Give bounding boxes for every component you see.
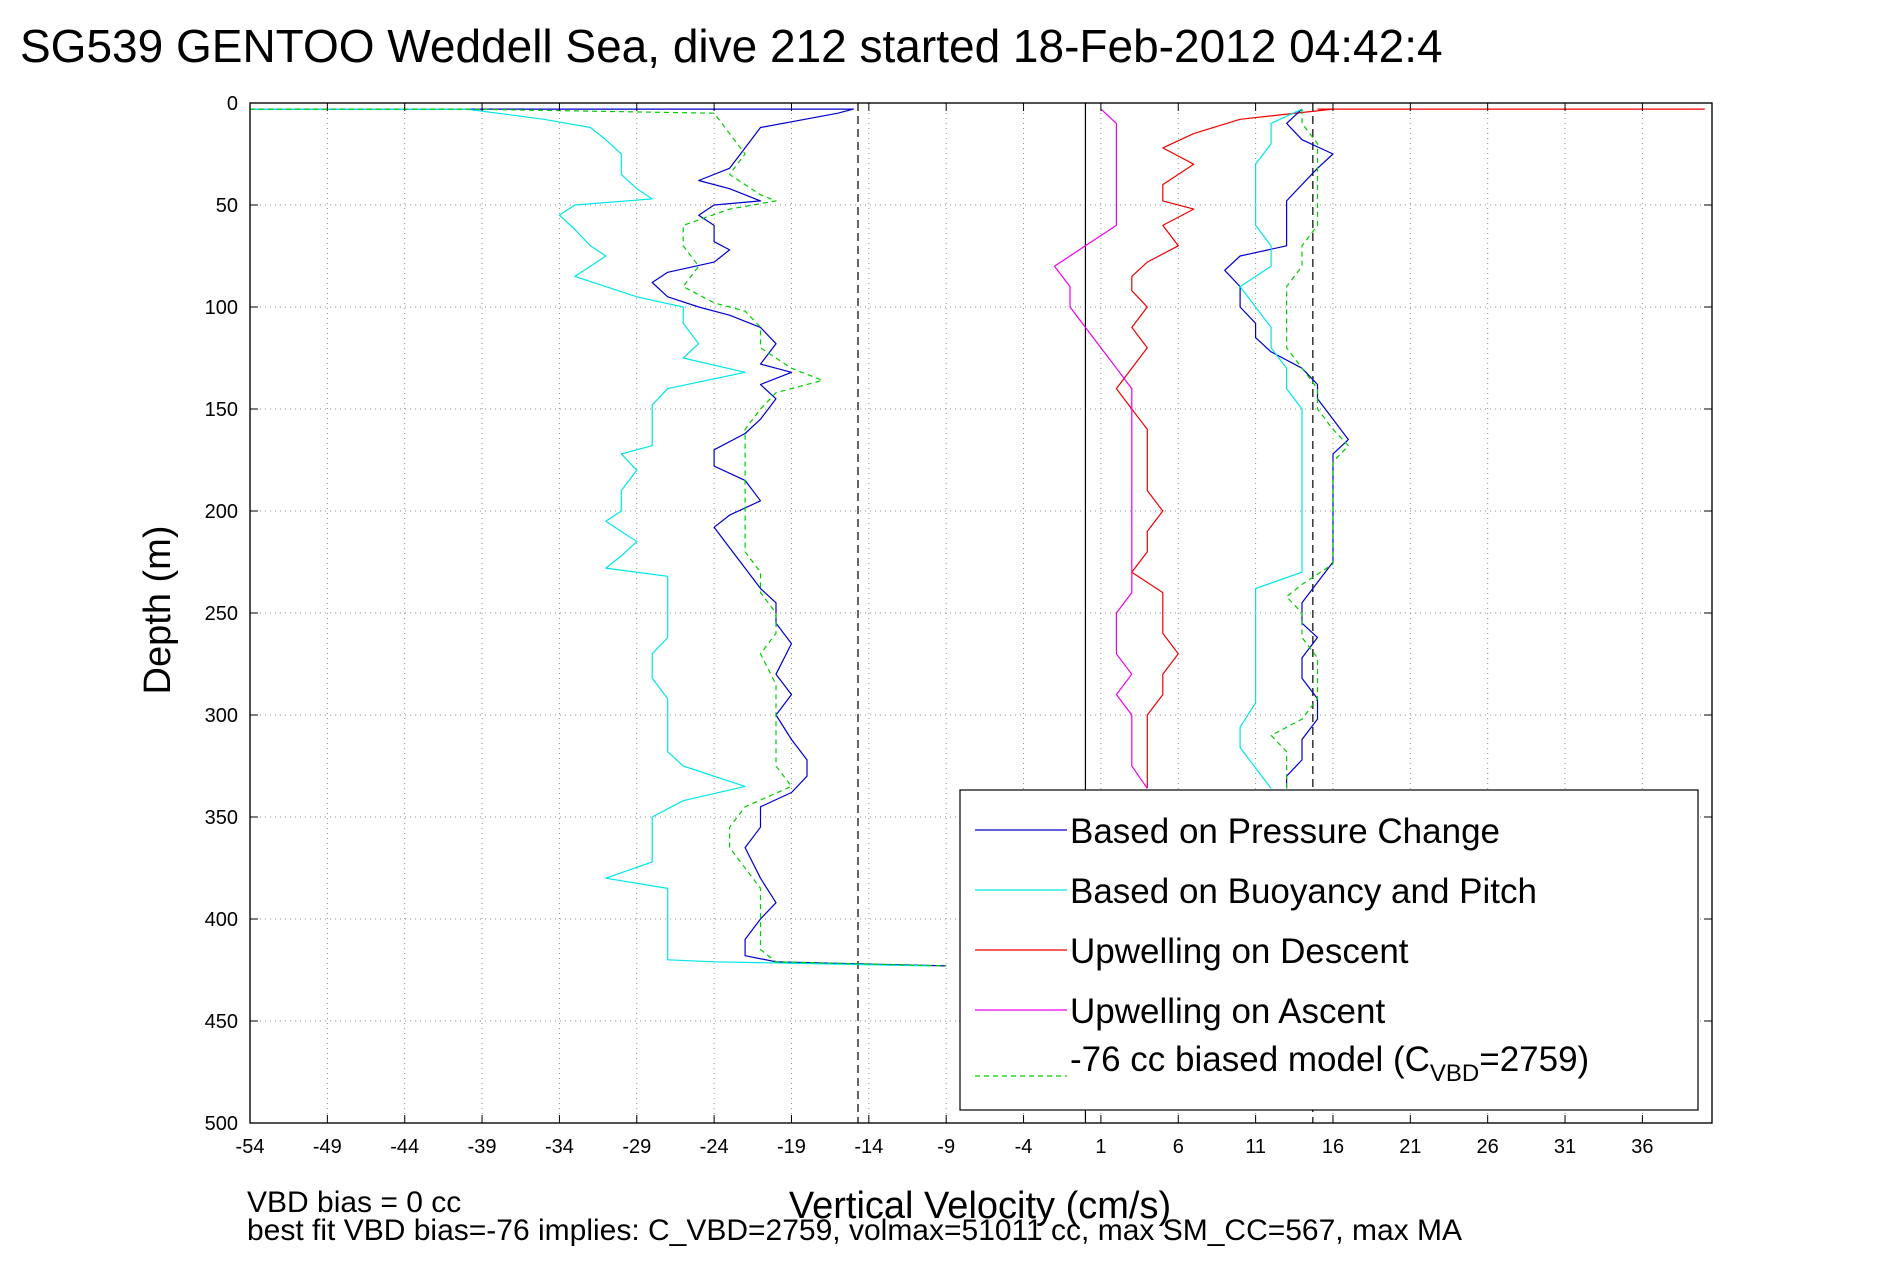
y-tick-label: 100 xyxy=(205,297,238,319)
x-tick-label: 6 xyxy=(1173,1136,1184,1158)
series-line xyxy=(1053,108,1148,789)
footnote-best-fit: best fit VBD bias=-76 implies: C_VBD=275… xyxy=(247,1214,1462,1247)
series-line xyxy=(1224,108,1350,789)
x-tick-label: -14 xyxy=(854,1136,883,1158)
x-tick-label: 16 xyxy=(1322,1136,1344,1158)
legend-label: Based on Buoyancy and Pitch xyxy=(1070,872,1537,911)
legend-label: Upwelling on Ascent xyxy=(1070,992,1385,1031)
x-tick-label: -49 xyxy=(313,1136,342,1158)
plot-border xyxy=(249,102,1713,1124)
x-tick-label: 1 xyxy=(1095,1136,1106,1158)
footnote-bias: VBD bias = 0 cc xyxy=(247,1186,461,1219)
y-tick-label: 500 xyxy=(205,1113,238,1135)
legend: Based on Pressure Change Based on Buoyanc… xyxy=(959,789,1699,1111)
x-tick-label: -44 xyxy=(390,1136,419,1158)
x-tick-label: -9 xyxy=(937,1136,955,1158)
chart-title: SG539 GENTOO Weddell Sea, dive 212 start… xyxy=(20,20,1443,72)
legend-label: Based on Pressure Change xyxy=(1070,812,1500,851)
series-line xyxy=(250,108,947,967)
series-line xyxy=(250,108,947,967)
x-tick-label: -54 xyxy=(236,1136,265,1158)
legend-box xyxy=(959,789,1699,1111)
data-series xyxy=(250,108,1705,967)
y-tick-label: 200 xyxy=(205,501,238,523)
y-tick-label: 300 xyxy=(205,705,238,727)
x-tick-label: 31 xyxy=(1554,1136,1576,1158)
y-tick-label: 350 xyxy=(205,807,238,829)
x-tick-label: -34 xyxy=(545,1136,574,1158)
y-tick-label: 0 xyxy=(227,93,238,115)
y-tick-label: 150 xyxy=(205,399,238,421)
y-tick-label: 450 xyxy=(205,1011,238,1033)
series-line xyxy=(1270,109,1350,789)
x-tick-label: 11 xyxy=(1245,1136,1266,1158)
x-tick-label: 26 xyxy=(1477,1136,1499,1158)
x-tick-label: -39 xyxy=(468,1136,497,1158)
x-tick-label: 36 xyxy=(1631,1136,1653,1158)
x-axis-label: Vertical Velocity (cm/s) xyxy=(789,1185,1171,1227)
legend-label: Upwelling on Descent xyxy=(1070,932,1409,971)
y-tick-label: 250 xyxy=(205,603,238,625)
y-tick-label: 50 xyxy=(216,195,238,217)
x-tick-label: -19 xyxy=(777,1136,806,1158)
series-line xyxy=(250,108,931,967)
x-tick-label: -29 xyxy=(622,1136,651,1158)
x-tick-label: 21 xyxy=(1399,1136,1421,1158)
y-axis-label: Depth (m) xyxy=(137,526,179,695)
series-line xyxy=(1115,108,1705,789)
y-tick-label: 400 xyxy=(205,909,238,931)
legend-label: -76 cc biased model (CVBD=2759) xyxy=(1070,1040,1589,1087)
axis-ticks: -54 -49 -44 -39 -34 -29 -24 -19 -14 -9 -4 1 6 11 16 21 2… xyxy=(205,93,1712,1158)
series-line xyxy=(1239,108,1303,789)
x-tick-label: -4 xyxy=(1015,1136,1033,1158)
x-tick-label: -24 xyxy=(700,1136,729,1158)
